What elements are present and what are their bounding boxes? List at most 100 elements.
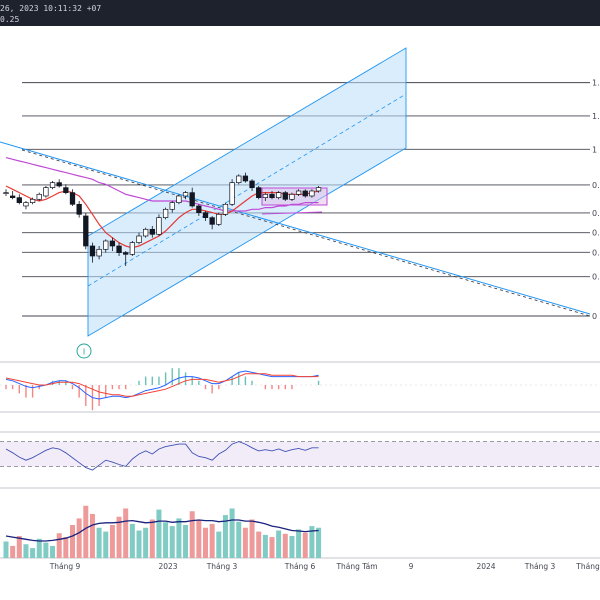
- candle-body: [109, 240, 116, 247]
- time-axis-label: Tháng 3: [206, 562, 238, 571]
- candle-body: [249, 180, 255, 188]
- candle-body: [96, 248, 102, 257]
- candle-body: [156, 217, 162, 235]
- candle-body: [189, 192, 195, 207]
- volume-bar: [296, 529, 302, 558]
- candle-body: [216, 213, 222, 225]
- volume-bar: [249, 519, 255, 558]
- candle-body: [23, 202, 29, 207]
- candlestick-series: [3, 172, 322, 266]
- volume-bar: [176, 518, 182, 558]
- parallel-channel-drawing: [87, 47, 407, 337]
- candle-body: [3, 192, 9, 194]
- fib-level-label: 0.3: [592, 248, 600, 257]
- candle-body: [262, 193, 268, 198]
- candle-body: [76, 203, 82, 215]
- volume-bar: [242, 527, 248, 558]
- rsi-pane: [0, 441, 600, 471]
- candle-body: [162, 208, 169, 218]
- volume-ma-line: [5, 519, 319, 542]
- candle-body: [315, 187, 322, 192]
- fib-level-label: 1.4: [592, 79, 600, 88]
- candle-body: [295, 190, 302, 195]
- candle-body: [83, 215, 89, 247]
- volume-bar: [23, 544, 29, 558]
- volume-bar: [70, 525, 75, 558]
- volume-bar: [43, 542, 49, 558]
- volume-bar: [209, 523, 215, 558]
- candle-body: [309, 190, 315, 197]
- fib-level-label: 0.6: [592, 209, 600, 218]
- volume-bar: [149, 519, 155, 558]
- candle-body: [129, 242, 136, 255]
- candle-body: [209, 217, 215, 225]
- event-markers: I: [76, 343, 92, 359]
- fib-level-label: 0.5: [592, 229, 600, 238]
- candle-body: [182, 192, 189, 197]
- candle-body: [236, 175, 242, 183]
- candle-body: [302, 190, 308, 197]
- candle-body: [242, 175, 249, 182]
- fib-level-label: 0.7: [592, 181, 600, 190]
- time-axis: Tháng 9 2023 Tháng 3 Tháng 6 Tháng Tám 9 2024 T…: [49, 562, 600, 571]
- candle-body: [36, 193, 42, 200]
- trend-line-dashed: [21, 149, 591, 317]
- macd-pane: [0, 368, 600, 411]
- candle-body: [202, 212, 209, 218]
- volume-bar: [3, 541, 9, 558]
- fib-level-label: 0.2: [592, 273, 600, 282]
- volume-bar: [103, 531, 109, 558]
- time-axis-label: Tháng: [575, 562, 600, 571]
- volume-bar: [169, 526, 175, 558]
- volume-bar: [10, 545, 16, 558]
- volume-bar: [123, 508, 129, 558]
- candle-body: [276, 192, 282, 198]
- time-axis-label: Tháng Tám: [335, 562, 377, 571]
- pane-separators: [0, 361, 600, 559]
- candle-body: [136, 235, 142, 244]
- time-axis-label: 2023: [158, 562, 177, 571]
- candle-body: [43, 187, 49, 197]
- candle-body: [123, 252, 129, 255]
- volume-bar: [136, 530, 142, 558]
- rsi-line: [5, 441, 319, 471]
- macd-signal-line: [5, 373, 319, 397]
- volume-bar: [189, 511, 195, 558]
- event-marker-label: I: [83, 348, 85, 357]
- volume-bar: [316, 527, 322, 558]
- volume-bar: [302, 532, 308, 558]
- volume-bar: [262, 534, 268, 558]
- volume-bar: [56, 533, 62, 558]
- volume-bar: [156, 509, 162, 558]
- chart-header: 26, 2023 10:11:32 +07 0.25: [0, 0, 600, 26]
- trend-line-solid: [0, 141, 591, 315]
- candle-body: [29, 198, 36, 203]
- volume-pane: [3, 505, 322, 558]
- volume-bar: [289, 536, 295, 558]
- candle-body: [143, 228, 149, 237]
- rsi-band: [0, 441, 600, 467]
- volume-bar: [309, 526, 315, 558]
- candle-body: [229, 182, 235, 205]
- volume-bar: [76, 518, 82, 558]
- volume-bar: [36, 538, 42, 558]
- moving-averages: [5, 157, 319, 249]
- volume-bar: [269, 537, 275, 558]
- candle-body: [176, 195, 182, 203]
- candle-body: [63, 187, 69, 193]
- candle-body: [149, 228, 155, 235]
- channel-fill: [87, 47, 407, 337]
- volume-bar: [229, 508, 235, 558]
- volume-bar: [256, 531, 262, 558]
- channel-midline: [87, 93, 407, 287]
- volume-bar: [96, 527, 102, 558]
- candle-body: [49, 182, 56, 188]
- candle-body: [269, 193, 275, 198]
- ma-short-line: [5, 185, 319, 249]
- candle-body: [89, 245, 96, 257]
- volume-bar: [129, 523, 135, 558]
- volume-bar: [196, 519, 202, 558]
- ma-long-line: [5, 157, 319, 212]
